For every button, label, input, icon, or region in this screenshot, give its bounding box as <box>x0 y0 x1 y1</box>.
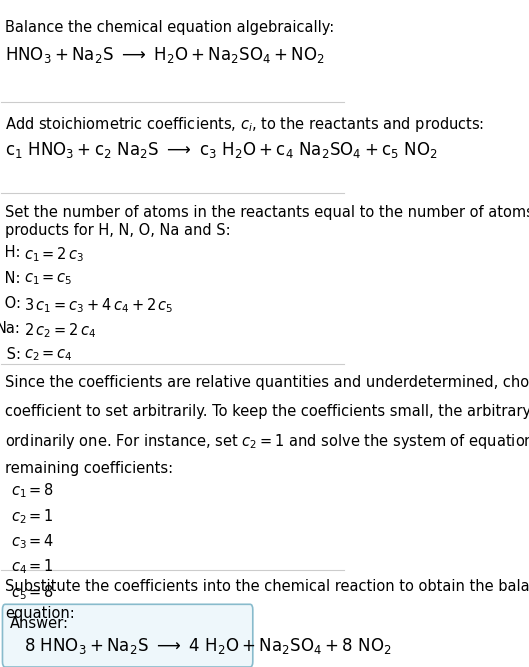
Text: coefficient to set arbitrarily. To keep the coefficients small, the arbitrary va: coefficient to set arbitrarily. To keep … <box>5 404 529 418</box>
Text: remaining coefficients:: remaining coefficients: <box>5 461 174 476</box>
Text: $c_4 = 1$: $c_4 = 1$ <box>11 558 54 576</box>
Text: Answer:: Answer: <box>11 616 69 631</box>
Text: Substitute the coefficients into the chemical reaction to obtain the balanced: Substitute the coefficients into the che… <box>5 579 529 594</box>
Text: O:: O: <box>0 296 21 311</box>
FancyBboxPatch shape <box>3 604 253 667</box>
Text: Balance the chemical equation algebraically:: Balance the chemical equation algebraica… <box>5 20 334 35</box>
Text: $\mathrm{HNO_3 + Na_2S \ \longrightarrow \ H_2O + Na_2SO_4 + NO_2}$: $\mathrm{HNO_3 + Na_2S \ \longrightarrow… <box>5 45 325 65</box>
Text: Since the coefficients are relative quantities and underdetermined, choose a: Since the coefficients are relative quan… <box>5 375 529 390</box>
Text: $2\,c_2 = 2\,c_4$: $2\,c_2 = 2\,c_4$ <box>24 321 97 340</box>
Text: $\mathrm{c_1\ HNO_3 + c_2\ Na_2S \ \longrightarrow \ c_3\ H_2O + c_4\ Na_2SO_4 +: $\mathrm{c_1\ HNO_3 + c_2\ Na_2S \ \long… <box>5 140 438 160</box>
Text: Set the number of atoms in the reactants equal to the number of atoms in the: Set the number of atoms in the reactants… <box>5 205 529 219</box>
Text: S:: S: <box>2 347 21 362</box>
Text: H:: H: <box>1 245 21 260</box>
Text: products for H, N, O, Na and S:: products for H, N, O, Na and S: <box>5 223 231 238</box>
Text: Na:: Na: <box>0 321 21 336</box>
Text: $c_1 = 8$: $c_1 = 8$ <box>11 482 54 500</box>
Text: Add stoichiometric coefficients, $c_i$, to the reactants and products:: Add stoichiometric coefficients, $c_i$, … <box>5 115 485 133</box>
Text: $c_2 = c_4$: $c_2 = c_4$ <box>24 347 74 363</box>
Text: $c_1 = c_5$: $c_1 = c_5$ <box>24 271 73 287</box>
Text: $c_2 = 1$: $c_2 = 1$ <box>11 507 54 526</box>
Text: $c_1 = 2\,c_3$: $c_1 = 2\,c_3$ <box>24 245 85 264</box>
Text: $\mathrm{8\ HNO_3 + Na_2S \ \longrightarrow \ 4\ H_2O + Na_2SO_4 + 8\ NO_2}$: $\mathrm{8\ HNO_3 + Na_2S \ \longrightar… <box>24 636 391 656</box>
Text: N:: N: <box>1 271 21 285</box>
Text: ordinarily one. For instance, set $c_2 = 1$ and solve the system of equations fo: ordinarily one. For instance, set $c_2 =… <box>5 432 529 451</box>
Text: $3\,c_1 = c_3 + 4\,c_4 + 2\,c_5$: $3\,c_1 = c_3 + 4\,c_4 + 2\,c_5$ <box>24 296 174 315</box>
Text: equation:: equation: <box>5 606 75 620</box>
Text: $c_5 = 8$: $c_5 = 8$ <box>11 583 54 602</box>
Text: $c_3 = 4$: $c_3 = 4$ <box>11 532 54 551</box>
